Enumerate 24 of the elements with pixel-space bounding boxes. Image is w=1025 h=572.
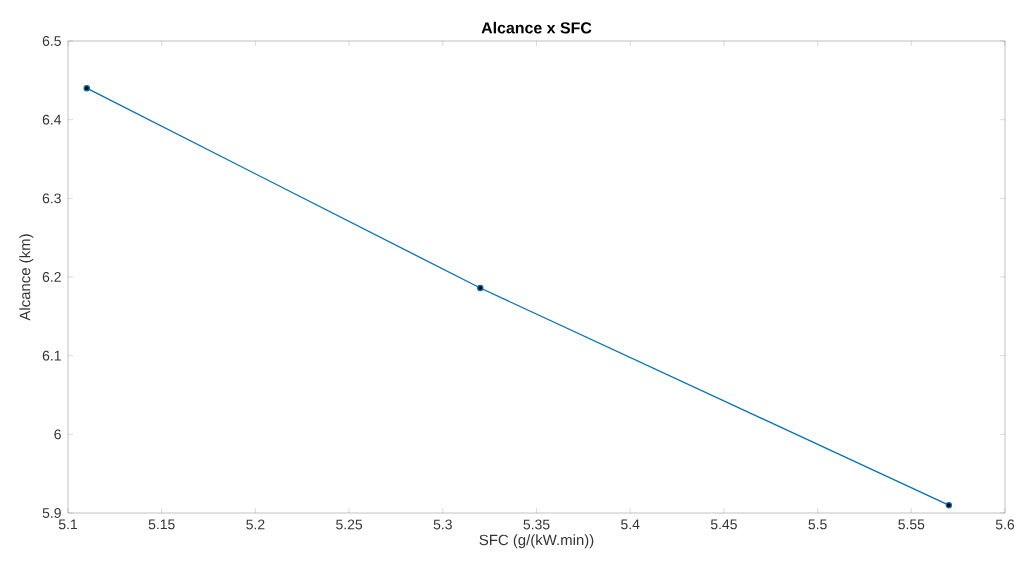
x-tick-label: 5.4 xyxy=(621,519,640,530)
point xyxy=(945,501,953,509)
y-axis-title: Alcance (km) xyxy=(19,234,34,321)
y-tick-label: 5.9 xyxy=(42,508,61,518)
y-tick-label: 6.2 xyxy=(42,272,61,282)
x-tick-label: 5.3 xyxy=(433,519,452,530)
point xyxy=(477,284,484,292)
x-tick-label: 5.25 xyxy=(336,519,363,530)
x-tick-label: 5.45 xyxy=(710,519,737,530)
x-axis-title: SFC (g/(kW.min)) xyxy=(479,534,594,549)
x-tick-label: 5.6 xyxy=(995,519,1015,530)
point xyxy=(83,84,90,92)
x-tick-label: 5.35 xyxy=(523,519,550,530)
y-tick-label: 6.1 xyxy=(42,350,61,361)
x-tick-label: 5.5 xyxy=(808,519,827,530)
y-tick-label: 6.5 xyxy=(42,36,61,46)
x-tick-label: 5.2 xyxy=(246,519,265,530)
x-tick-label: 5.55 xyxy=(898,519,925,530)
x-tick-label: 5.1 xyxy=(58,519,78,530)
chart-title: Alcance x SFC xyxy=(481,21,592,34)
x-tick-label: 5.15 xyxy=(148,519,175,530)
y-tick-label: 6.3 xyxy=(42,193,61,204)
y-tick-label: 6.4 xyxy=(42,114,62,125)
y-tick-label: 6 xyxy=(54,429,61,440)
